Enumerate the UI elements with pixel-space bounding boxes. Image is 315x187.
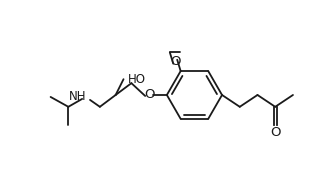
Text: O: O xyxy=(170,55,180,68)
Text: O: O xyxy=(270,126,280,139)
Text: O: O xyxy=(144,88,154,102)
Text: HO: HO xyxy=(128,73,146,86)
Text: NH: NH xyxy=(69,91,86,103)
